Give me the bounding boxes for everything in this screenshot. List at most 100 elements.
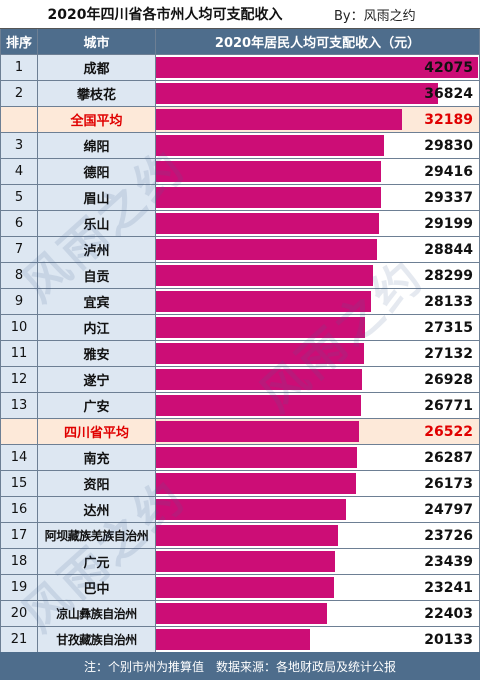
rank-cell: 6 (0, 211, 38, 237)
income-bar (156, 525, 338, 546)
income-bar (156, 265, 373, 286)
income-bar (156, 187, 381, 208)
rank-cell: 9 (0, 289, 38, 315)
income-bar (156, 447, 358, 468)
city-cell: 广元 (38, 549, 156, 575)
city-cell: 广安 (38, 393, 156, 419)
rank-cell: 5 (0, 185, 38, 211)
income-bar (156, 135, 385, 156)
income-bar (156, 109, 403, 130)
rank-column-header: 排序 (0, 29, 38, 55)
table-row: 11 雅安 27132 (0, 341, 480, 367)
income-bar (156, 499, 346, 520)
income-value-label: 26771 (424, 398, 473, 414)
table-row: 16 达州 24797 (0, 497, 480, 523)
bar-cell: 23726 (156, 523, 480, 549)
income-value-label: 24797 (424, 502, 473, 518)
bar-cell: 42075 (156, 55, 480, 81)
table-header-row: 排序 城市 2020年居民人均可支配收入（元） (0, 29, 480, 55)
income-value-label: 22403 (424, 606, 473, 622)
author-credit: By：风雨之约 (334, 9, 416, 24)
income-bar (156, 369, 363, 390)
city-cell: 德阳 (38, 159, 156, 185)
rank-cell: 1 (0, 55, 38, 81)
rank-cell: 4 (0, 159, 38, 185)
income-value-label: 27132 (424, 346, 473, 362)
rank-cell: 16 (0, 497, 38, 523)
bar-cell: 29416 (156, 159, 480, 185)
income-value-label: 26928 (424, 372, 473, 388)
city-cell: 巴中 (38, 575, 156, 601)
bar-cell: 29199 (156, 211, 480, 237)
rank-cell: 11 (0, 341, 38, 367)
city-cell: 凉山彝族自治州 (38, 601, 156, 627)
rank-cell: 13 (0, 393, 38, 419)
income-bar (156, 291, 372, 312)
income-bar (156, 577, 334, 598)
city-cell: 四川省平均 (38, 419, 156, 445)
bar-cell: 27315 (156, 315, 480, 341)
income-bar (156, 551, 336, 572)
rank-cell: 12 (0, 367, 38, 393)
city-column-header: 城市 (38, 29, 156, 55)
city-cell: 眉山 (38, 185, 156, 211)
rank-cell: 2 (0, 81, 38, 107)
income-bar (156, 343, 364, 364)
income-value-label: 29416 (424, 164, 473, 180)
bar-cell: 28299 (156, 263, 480, 289)
title-bar: 2020年四川省各市州人均可支配收入 By：风雨之约 (0, 0, 480, 28)
table-row: 21 甘孜藏族自治州 20133 (0, 627, 480, 653)
footer-note: 注：个别市州为推算值 数据来源：各地财政局及统计公报 (0, 652, 480, 680)
income-value-label: 20133 (424, 632, 473, 648)
income-bar (156, 213, 380, 234)
table-row: 2 攀枝花 36824 (0, 81, 480, 107)
rank-cell: 18 (0, 549, 38, 575)
income-value-label: 23439 (424, 554, 473, 570)
income-bar (156, 83, 438, 104)
city-cell: 雅安 (38, 341, 156, 367)
income-value-label: 23241 (424, 580, 473, 596)
table-row: 9 宜宾 28133 (0, 289, 480, 315)
table-row: 18 广元 23439 (0, 549, 480, 575)
income-bar (156, 629, 311, 650)
city-cell: 遂宁 (38, 367, 156, 393)
income-value-label: 27315 (424, 320, 473, 336)
bar-cell: 26173 (156, 471, 480, 497)
bar-cell: 26928 (156, 367, 480, 393)
income-value-label: 23726 (424, 528, 473, 544)
bar-cell: 22403 (156, 601, 480, 627)
rank-cell: 21 (0, 627, 38, 653)
bar-cell: 28133 (156, 289, 480, 315)
table-row: 19 巴中 23241 (0, 575, 480, 601)
income-table: 排序 城市 2020年居民人均可支配收入（元） 1 成都 42075 2 攀枝花 3682… (0, 28, 480, 653)
city-cell: 阿坝藏族羌族自治州 (38, 523, 156, 549)
income-value-label: 29199 (424, 216, 473, 232)
rank-cell: 3 (0, 133, 38, 159)
rank-cell: 10 (0, 315, 38, 341)
income-value-label: 36824 (424, 86, 473, 102)
city-cell: 全国平均 (38, 107, 156, 133)
city-cell: 攀枝花 (38, 81, 156, 107)
bar-cell: 29830 (156, 133, 480, 159)
table-row: 13 广安 26771 (0, 393, 480, 419)
table-row: 10 内江 27315 (0, 315, 480, 341)
rank-cell: 19 (0, 575, 38, 601)
rank-cell: 15 (0, 471, 38, 497)
table-row: 5 眉山 29337 (0, 185, 480, 211)
rank-cell: 17 (0, 523, 38, 549)
table-row: 17 阿坝藏族羌族自治州 23726 (0, 523, 480, 549)
bar-cell: 23241 (156, 575, 480, 601)
table-row: 14 南充 26287 (0, 445, 480, 471)
income-column-header: 2020年居民人均可支配收入（元） (156, 29, 480, 55)
table-row: 7 泸州 28844 (0, 237, 480, 263)
table-row: 20 凉山彝族自治州 22403 (0, 601, 480, 627)
income-value-label: 28133 (424, 294, 473, 310)
city-cell: 南充 (38, 445, 156, 471)
rank-cell: 8 (0, 263, 38, 289)
bar-cell: 27132 (156, 341, 480, 367)
bar-cell: 26771 (156, 393, 480, 419)
city-cell: 内江 (38, 315, 156, 341)
city-cell: 甘孜藏族自治州 (38, 627, 156, 653)
bar-cell: 23439 (156, 549, 480, 575)
income-value-label: 32189 (424, 112, 473, 128)
